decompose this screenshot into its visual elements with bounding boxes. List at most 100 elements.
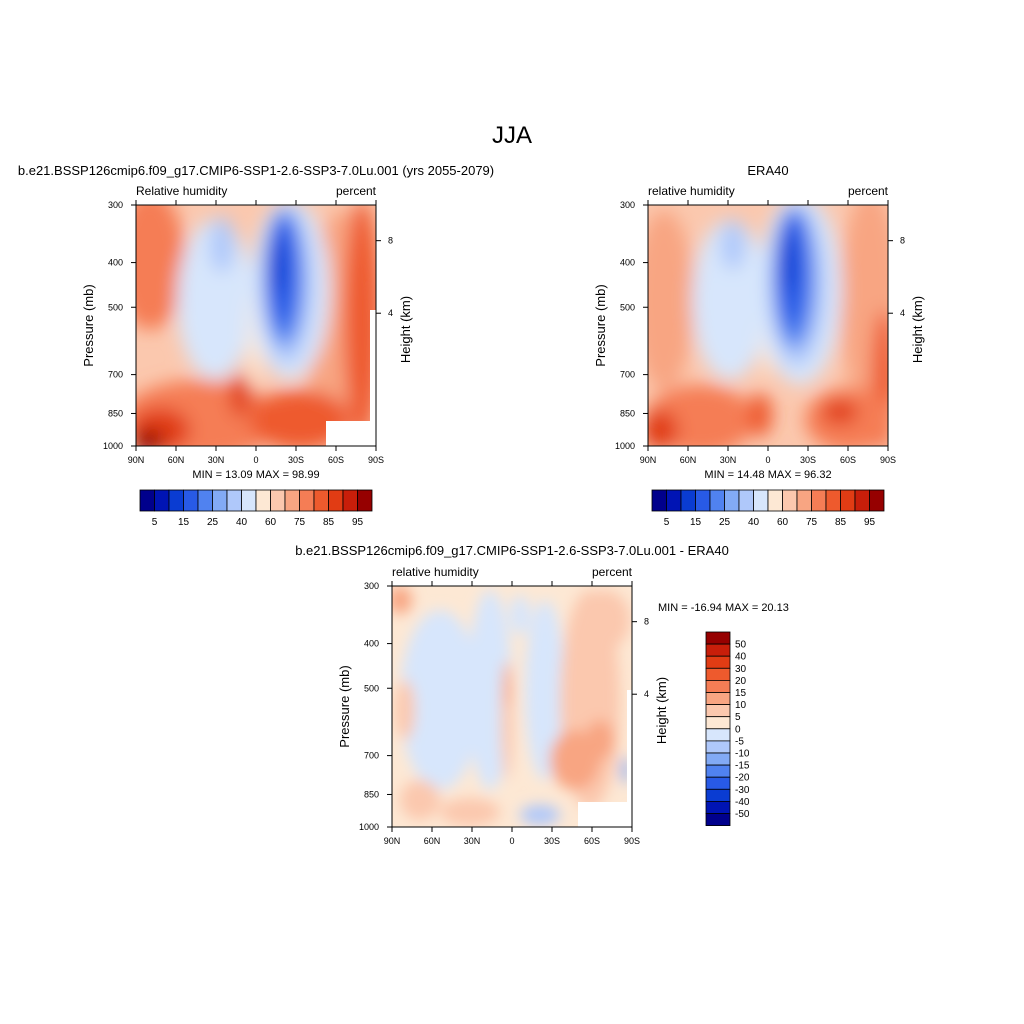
colorbar-swatch [705,788,731,802]
height-tick-label: 4 [900,308,905,318]
colorbar-label: 15 [735,688,747,699]
colorbar-swatch [705,704,731,718]
colorbar-swatch [705,813,731,827]
colorbar-label: 60 [265,517,277,528]
x-tick-label: 90S [368,455,384,465]
colorbar-swatch [811,489,827,512]
colorbar-swatch [705,692,731,706]
colorbar-swatch [328,489,344,512]
colorbar-swatch [284,489,300,512]
colorbar-swatch [796,489,812,512]
colorbar-swatch [705,667,731,681]
colorbar-swatch [313,489,329,512]
colorbar-swatch [241,489,257,512]
y-tick-label: 700 [620,370,635,380]
colorbar-swatch [705,643,731,657]
x-tick-label: 60S [584,836,600,846]
colorbar-swatch [299,489,315,512]
colorbar-swatch [738,489,754,512]
colorbar-label: -15 [735,761,750,772]
colorbar-swatch [869,489,885,512]
x-tick-label: 60S [840,455,856,465]
x-tick-label: 30S [288,455,304,465]
colorbar-label: 75 [806,517,818,528]
colorbar-swatch [651,489,667,512]
figure-title: JJA [492,122,532,149]
x-tick-label: 0 [509,836,514,846]
panel-era40-left-label: relative humidity [648,184,735,198]
colorbar-swatch [709,489,725,512]
colorbar-label: 15 [178,517,190,528]
y-tick-label: 500 [108,302,123,312]
colorbar-label: 40 [748,517,760,528]
panel-diff-field [392,586,632,827]
colorbar-label: -50 [735,809,750,820]
y-tick-label: 1000 [359,822,379,832]
y-tick-label: 850 [364,789,379,799]
colorbar-label: 5 [735,712,741,723]
colorbar-swatch [705,752,731,766]
panel-diff-right-label: percent [592,565,633,579]
colorbar-label: 95 [864,517,876,528]
y-tick-label: 500 [620,302,635,312]
y-axis-label: Pressure (mb) [593,284,608,366]
y-tick-label: 1000 [615,441,635,451]
panel-diff-title: b.e21.BSSP126cmip6.f09_g17.CMIP6-SSP1-2.… [295,543,729,558]
x-tick-label: 90N [640,455,657,465]
y-axis-right-label: Height (km) [654,677,669,744]
colorbar-swatch [854,489,870,512]
colorbar-swatch [705,728,731,742]
panel-era40-right-label: percent [848,184,889,198]
colorbar-label: 25 [207,517,219,528]
colorbar-swatch [782,489,798,512]
colorbar-swatch [270,489,286,512]
colorbar-label: -5 [735,736,744,747]
colorbar-swatch [255,489,271,512]
panel-model-left-label: Relative humidity [136,184,227,198]
colorbar-label: 60 [777,517,789,528]
colorbar-swatch [705,801,731,814]
panel-diff-axes: 90N 60N 30N 0 30S 60S 90S 300 400 500 700 850 1000 8 4… [337,581,669,846]
height-tick-label: 8 [644,617,649,627]
colorbar-swatch [197,489,213,512]
colorbar-swatch [226,489,242,512]
x-tick-label: 30S [544,836,560,846]
x-tick-label: 30N [208,455,225,465]
y-tick-label: 500 [364,683,379,693]
colorbar-swatch [357,489,373,512]
colorbar-label: 20 [735,676,747,687]
x-tick-label: 0 [765,455,770,465]
colorbar-label: -30 [735,785,750,796]
colorbar-label: 50 [735,640,747,651]
panel-era40: ERA40 relative humidity percent [593,163,925,528]
y-tick-label: 300 [620,200,635,210]
panel-era40-title: ERA40 [747,163,788,178]
panel-era40-colorbar: 5 15 25 40 60 75 85 95 [651,489,885,528]
colorbar-swatch [680,489,696,512]
panel-model-title: b.e21.BSSP126cmip6.f09_g17.CMIP6-SSP1-2.… [18,163,494,178]
panel-diff-stats: MIN = -16.94 MAX = 20.13 [658,602,789,614]
colorbar-label: 40 [236,517,248,528]
x-tick-label: 90S [624,836,640,846]
colorbar-label: -40 [735,797,750,808]
colorbar-swatch [183,489,199,512]
colorbar-label: 5 [152,517,158,528]
x-tick-label: 30S [800,455,816,465]
panel-diff: b.e21.BSSP126cmip6.f09_g17.CMIP6-SSP1-2.… [295,543,789,846]
y-tick-label: 700 [364,751,379,761]
x-tick-label: 30N [720,455,737,465]
y-tick-label: 300 [364,581,379,591]
colorbar-swatch [695,489,711,512]
colorbar-swatch [767,489,783,512]
colorbar-swatch [705,655,731,669]
colorbar-label: 0 [735,724,741,735]
colorbar-label: 75 [294,517,306,528]
x-tick-label: 0 [253,455,258,465]
y-tick-label: 850 [620,408,635,418]
colorbar-swatch [168,489,184,512]
colorbar-label: 25 [719,517,731,528]
y-tick-label: 1000 [103,441,123,451]
y-tick-label: 300 [108,200,123,210]
x-tick-label: 60N [680,455,697,465]
